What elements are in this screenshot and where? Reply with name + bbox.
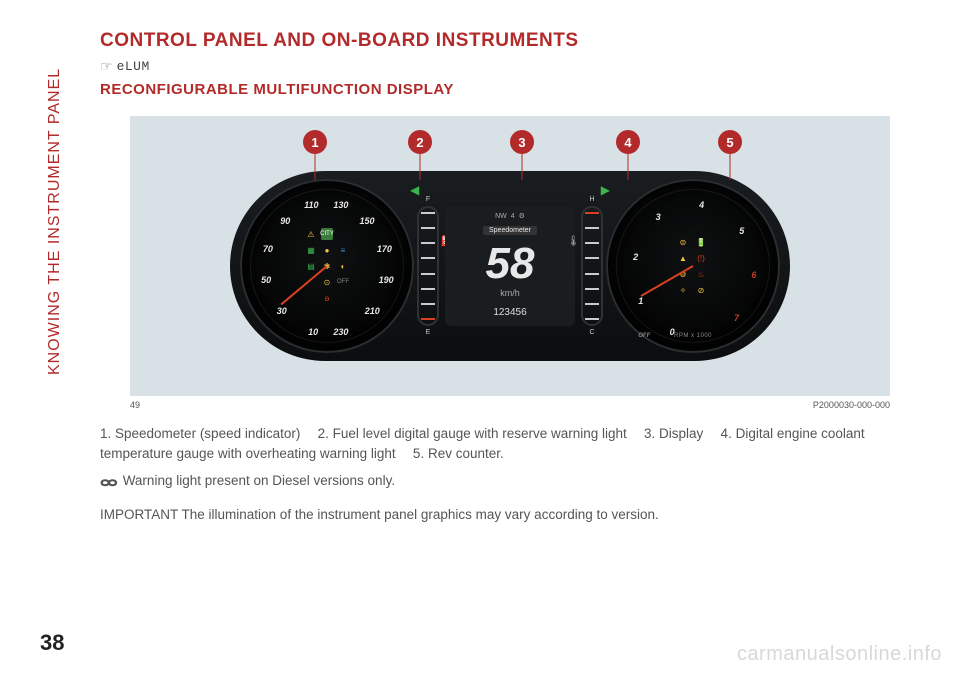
- diesel-note-row: ⴰⴰ Warning light present on Diesel versi…: [100, 471, 920, 491]
- temp-cold-label: C: [589, 329, 594, 336]
- figure-code: P2000030-000-000: [813, 400, 890, 410]
- tacho-num: 6: [751, 270, 756, 280]
- display-speed-value: 58: [486, 242, 535, 286]
- hand-pointer-icon: ☞: [100, 58, 113, 75]
- heading-1: CONTROL PANEL AND ON-BOARD INSTRUMENTS: [100, 30, 920, 52]
- temp-gauge: H C 🌡: [581, 206, 603, 326]
- callout-2: 2: [408, 130, 432, 154]
- gear-value: 4: [511, 213, 515, 220]
- left-turn-icon: ◀: [410, 183, 419, 197]
- heading-2: RECONFIGURABLE MULTIFUNCTION DISPLAY: [100, 81, 920, 98]
- speedo-num: 150: [360, 216, 375, 226]
- figure-caption: 49 P2000030-000-000: [130, 400, 890, 410]
- speedo-num: 110: [304, 200, 318, 210]
- speedo-num: 230: [333, 327, 348, 337]
- speedo-num: 30: [277, 306, 287, 316]
- diesel-note-text: Warning light present on Diesel versions…: [123, 473, 395, 488]
- fuel-gauge: F E ⛽: [417, 206, 439, 326]
- display-speed-unit: km/h: [500, 288, 520, 298]
- page-number: 38: [40, 630, 64, 656]
- right-turn-icon: ▶: [601, 183, 610, 197]
- callout-1: 1: [303, 130, 327, 154]
- important-note: IMPORTANT The illumination of the instru…: [100, 505, 920, 525]
- temp-hot-label: H: [589, 196, 594, 203]
- instrument-cluster: 10 30 50 70 90 110 130 150 170 190 210 2…: [230, 171, 790, 361]
- speedo-num: 210: [365, 306, 380, 316]
- off-label: OFF: [638, 333, 650, 339]
- mode-icon: ⚙: [519, 212, 525, 220]
- speedometer-dial: 10 30 50 70 90 110 130 150 170 190 210 2…: [240, 179, 414, 353]
- section-vertical-label: KNOWING THE INSTRUMENT PANEL: [46, 25, 76, 375]
- tacho-num: 5: [739, 226, 744, 236]
- tacho-num: 1: [638, 296, 643, 306]
- multifunction-display: NW 4 ⚙ Speedometer 58 km/h 123456: [445, 206, 575, 326]
- elum-text: eLUM: [117, 59, 150, 74]
- page-content: CONTROL PANEL AND ON-BOARD INSTRUMENTS ☞…: [100, 30, 920, 525]
- diesel-glow-icon: ⴰⴰ: [100, 471, 115, 491]
- speedo-num: 130: [333, 200, 348, 210]
- speedo-num: 10: [308, 327, 318, 337]
- instrument-cluster-figure: 1 2 3 4 5 10 30 50 70 90 110 130 150 170…: [130, 116, 890, 396]
- speedo-num: 50: [261, 275, 271, 285]
- center-display-area: ◀ ▶ F E ⛽ NW 4 ⚙ Speedometer 58: [414, 181, 606, 351]
- callout-5: 5: [718, 130, 742, 154]
- tacho-num: 3: [656, 212, 661, 222]
- speedo-num: 190: [379, 275, 394, 285]
- speedo-num: 90: [280, 216, 290, 226]
- figure-number: 49: [130, 400, 140, 410]
- compass-value: NW: [495, 213, 507, 220]
- tacho-num: 2: [633, 252, 638, 262]
- callout-3: 3: [510, 130, 534, 154]
- fuel-full-label: F: [426, 196, 430, 203]
- odometer-value: 123456: [493, 307, 526, 318]
- fuel-empty-label: E: [426, 329, 431, 336]
- tacho-num: 7: [734, 313, 739, 323]
- callout-legend: 1. Speedometer (speed indicator) 2. Fuel…: [100, 424, 920, 465]
- speedo-num: 170: [377, 244, 392, 254]
- tacho-num: 4: [699, 200, 704, 210]
- elum-reference: ☞ eLUM: [100, 58, 920, 75]
- display-top-bar: NW 4 ⚙: [495, 212, 525, 220]
- callout-4: 4: [616, 130, 640, 154]
- speedo-num: 70: [263, 244, 273, 254]
- display-mode-label: Speedometer: [483, 226, 537, 235]
- tachometer-dial: 0 1 2 3 4 5 6 7 ⊜🔋 ▲(!) ⚙♨ ✧⊘ RPM x 1000…: [606, 179, 780, 353]
- watermark: carmanualsonline.info: [737, 643, 942, 666]
- rpm-label: RPM x 1000: [674, 333, 712, 339]
- thermometer-icon: 🌡: [567, 236, 580, 247]
